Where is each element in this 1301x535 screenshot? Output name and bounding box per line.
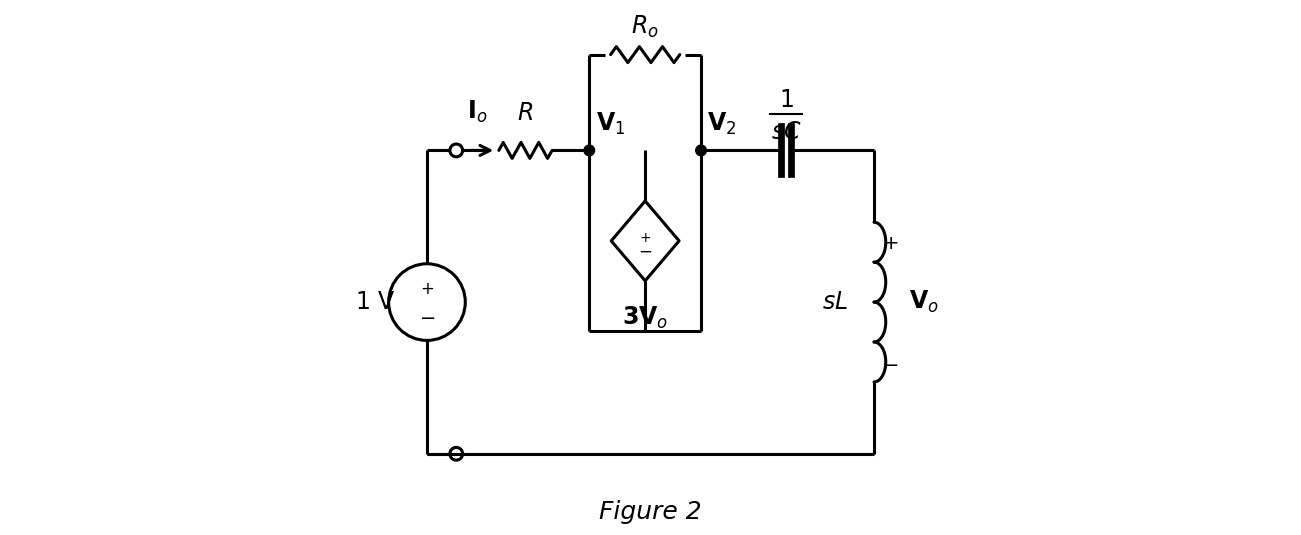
Text: $\mathbf{3V}_o$: $\mathbf{3V}_o$ — [622, 305, 669, 331]
Text: $1$ V: $1$ V — [355, 290, 396, 314]
Text: $\mathbf{V}_1$: $\mathbf{V}_1$ — [596, 111, 624, 137]
Text: $-$: $-$ — [637, 242, 652, 260]
Text: $\mathbf{V}_o$: $\mathbf{V}_o$ — [908, 289, 938, 315]
Text: $sL$: $sL$ — [822, 290, 848, 314]
Circle shape — [584, 145, 595, 156]
Text: $+$: $+$ — [882, 234, 898, 253]
Text: $sC$: $sC$ — [771, 120, 801, 144]
Circle shape — [696, 145, 706, 156]
Text: $\mathbf{I}_o$: $\mathbf{I}_o$ — [467, 98, 488, 125]
Text: $\mathbf{V}_2$: $\mathbf{V}_2$ — [708, 111, 736, 137]
Text: $-$: $-$ — [419, 307, 435, 326]
Text: $1$: $1$ — [779, 88, 794, 112]
Text: $+$: $+$ — [420, 280, 435, 297]
Text: $R_o$: $R_o$ — [631, 13, 660, 40]
Text: $+$: $+$ — [639, 231, 652, 244]
Text: $R$: $R$ — [518, 101, 533, 125]
Text: Figure 2: Figure 2 — [600, 500, 701, 524]
Text: $-$: $-$ — [882, 354, 898, 373]
